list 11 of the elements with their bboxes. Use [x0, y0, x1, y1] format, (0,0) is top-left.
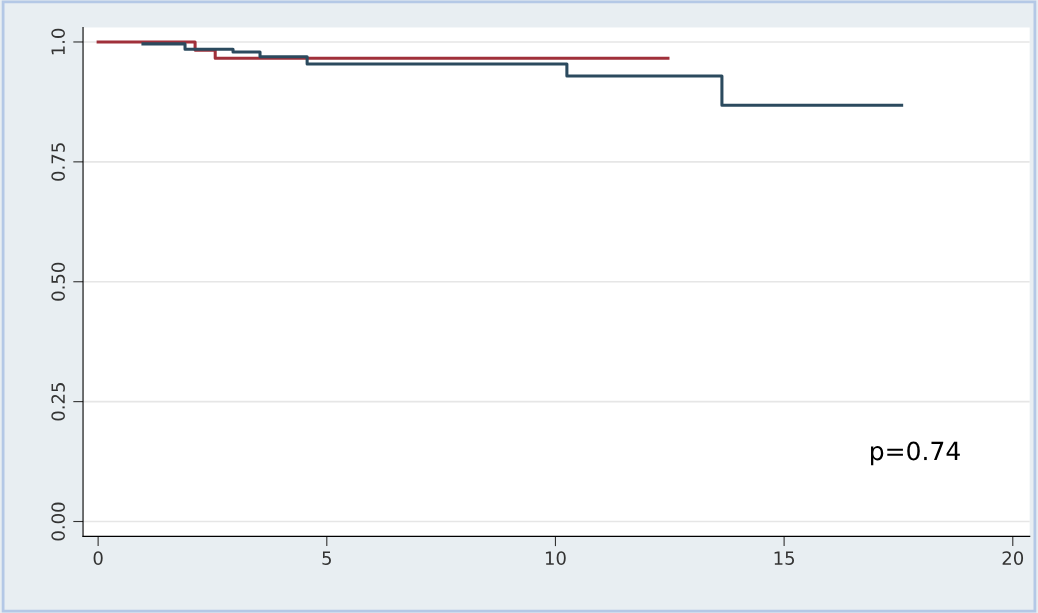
- y-tick-label: 0.50: [51, 262, 65, 301]
- x-tick-label: 0: [93, 551, 103, 565]
- x-tick-label: 20: [1002, 551, 1024, 565]
- y-tick-label: 0.75: [51, 143, 65, 181]
- y-tick-label: 1.0: [51, 28, 65, 55]
- y-tick-label: 0.00: [51, 502, 65, 541]
- x-tick-label: 5: [322, 551, 331, 565]
- x-tick-label: 10: [545, 551, 566, 565]
- x-tick-label: 15: [774, 551, 795, 565]
- annotation: p=0.74: [871, 441, 960, 466]
- y-tick-label: 0.25: [51, 383, 65, 421]
